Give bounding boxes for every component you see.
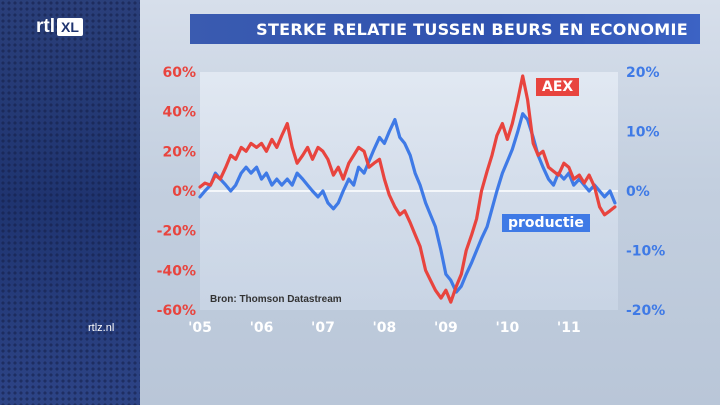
series-line-aex <box>198 74 617 304</box>
left-axis-tick: 60% <box>162 65 196 81</box>
right-axis-tick: 20% <box>626 65 660 81</box>
x-axis-tick: '05 <box>188 320 212 336</box>
left-axis-tick: -20% <box>157 224 196 240</box>
x-axis-tick: '10 <box>495 320 519 336</box>
right-axis-tick: -20% <box>626 303 665 319</box>
left-axis-tick: 0% <box>172 184 196 200</box>
series-label-productie: productie <box>502 214 590 232</box>
left-axis-tick: 40% <box>162 105 196 121</box>
x-axis-tick: '08 <box>373 320 397 336</box>
logo-rtl-text: rtl <box>36 16 55 37</box>
left-axis-tick: -60% <box>157 303 196 319</box>
series-label-aex: AEX <box>536 78 580 96</box>
x-axis-tick: '11 <box>557 320 581 336</box>
x-axis-tick: '07 <box>311 320 335 336</box>
title-bar: STERKE RELATIE TUSSEN BEURS EN ECONOMIE <box>190 14 700 44</box>
series-line-productie <box>198 112 617 294</box>
stock-board-background <box>0 0 140 405</box>
right-axis-tick: 0% <box>626 184 650 200</box>
chart-title: STERKE RELATIE TUSSEN BEURS EN ECONOMIE <box>256 19 688 39</box>
right-axis-tick: 10% <box>626 125 660 141</box>
x-axis-tick: '06 <box>250 320 274 336</box>
left-axis-tick: -40% <box>157 263 196 279</box>
site-url: rtlz.nl <box>88 322 115 334</box>
x-axis-tick: '09 <box>434 320 458 336</box>
rtl-xl-logo: rtl XL <box>36 16 83 38</box>
source-note: Bron: Thomson Datastream <box>210 294 342 305</box>
logo-xl-text: XL <box>57 18 83 36</box>
right-axis-tick: -10% <box>626 244 665 260</box>
led-dot-pattern <box>0 0 140 405</box>
left-axis-tick: 20% <box>162 144 196 160</box>
